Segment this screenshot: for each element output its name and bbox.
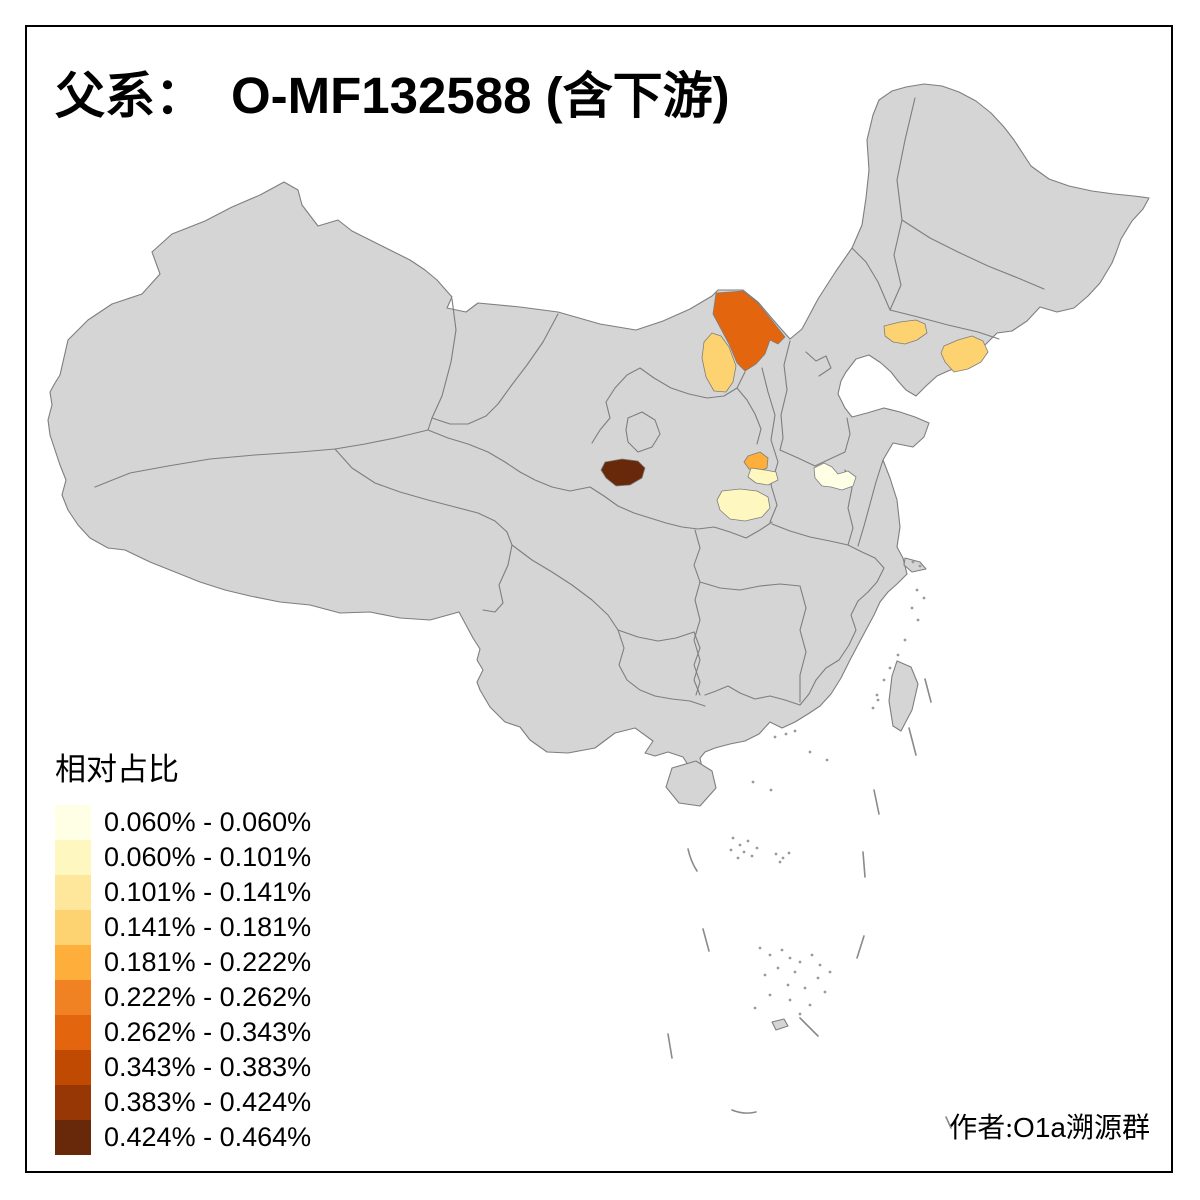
legend-item: 0.060% - 0.101% <box>55 840 311 875</box>
highlighted-regions <box>600 290 989 522</box>
legend: 相对占比 0.060% - 0.060% 0.060% - 0.101% 0.1… <box>55 744 311 1155</box>
title-paren-open: ( <box>545 67 563 124</box>
legend-swatch <box>55 840 91 875</box>
title-paren-close: ) <box>712 67 730 124</box>
region-inner-mongolia-small <box>701 332 737 393</box>
title-prefix: 父系： <box>55 68 205 124</box>
legend-swatch <box>55 980 91 1015</box>
plot-frame <box>25 25 1173 1173</box>
legend-label: 0.383% - 0.424% <box>104 1087 312 1117</box>
legend-label: 0.222% - 0.262% <box>104 982 312 1012</box>
page-title: 父系： O-MF132588 (含下游) <box>55 56 730 128</box>
region-shaanxi-central <box>747 467 779 486</box>
credit-group-zh: 溯源群 <box>1065 1113 1150 1144</box>
region-liaoning-west <box>883 319 928 345</box>
legend-label: 0.424% - 0.464% <box>104 1122 312 1152</box>
legend-label: 0.101% - 0.141% <box>104 877 312 907</box>
legend-item: 0.262% - 0.343% <box>55 1015 311 1050</box>
region-gansu-southeast <box>600 458 646 487</box>
legend-swatch <box>55 875 91 910</box>
title-suffix: 含下游 <box>562 68 713 124</box>
legend-item: 0.424% - 0.464% <box>55 1120 311 1155</box>
region-shaanxi-guanzhong <box>716 488 771 522</box>
credit-group-latin: O1a <box>1013 1112 1066 1143</box>
legend-swatch <box>55 1120 91 1155</box>
legend-item: 0.060% - 0.060% <box>55 805 311 840</box>
legend-swatch <box>55 1050 91 1085</box>
legend-swatch <box>55 1015 91 1050</box>
legend-item: 0.222% - 0.262% <box>55 980 311 1015</box>
chongming-islet <box>903 557 927 573</box>
hainan-island <box>665 760 717 807</box>
author-credit: 作者:O1a溯源群 <box>949 1106 1150 1146</box>
legend-swatch <box>55 910 91 945</box>
land-shapes <box>47 83 1150 1031</box>
legend-label: 0.262% - 0.343% <box>104 1017 312 1047</box>
mainland-outline <box>47 83 1150 777</box>
legend-swatch <box>55 1085 91 1120</box>
legend-label: 0.060% - 0.060% <box>104 807 312 837</box>
legend-item: 0.181% - 0.222% <box>55 945 311 980</box>
legend-item: 0.141% - 0.181% <box>55 910 311 945</box>
province-borders <box>94 97 1045 707</box>
legend-swatch <box>55 805 91 840</box>
legend-label: 0.181% - 0.222% <box>104 947 312 977</box>
nine-dash-line <box>667 678 952 1129</box>
legend-label: 0.060% - 0.101% <box>104 842 312 872</box>
title-haplogroup: O-MF132588 <box>231 67 532 124</box>
region-liaoning-south <box>940 335 989 373</box>
legend-label: 0.343% - 0.383% <box>104 1052 312 1082</box>
taiwan-island <box>888 660 919 732</box>
legend-item: 0.343% - 0.383% <box>55 1050 311 1085</box>
spratly-islet <box>771 1018 789 1031</box>
legend-title: 相对占比 <box>55 752 179 787</box>
region-inner-mongolia-large <box>712 290 786 372</box>
legend-item: 0.383% - 0.424% <box>55 1085 311 1120</box>
legend-label: 0.141% - 0.181% <box>104 912 312 942</box>
islets <box>729 560 926 1016</box>
legend-item: 0.101% - 0.141% <box>55 875 311 910</box>
credit-prefix: 作者: <box>949 1113 1014 1144</box>
legend-swatch <box>55 945 91 980</box>
region-henan-west <box>813 462 857 491</box>
